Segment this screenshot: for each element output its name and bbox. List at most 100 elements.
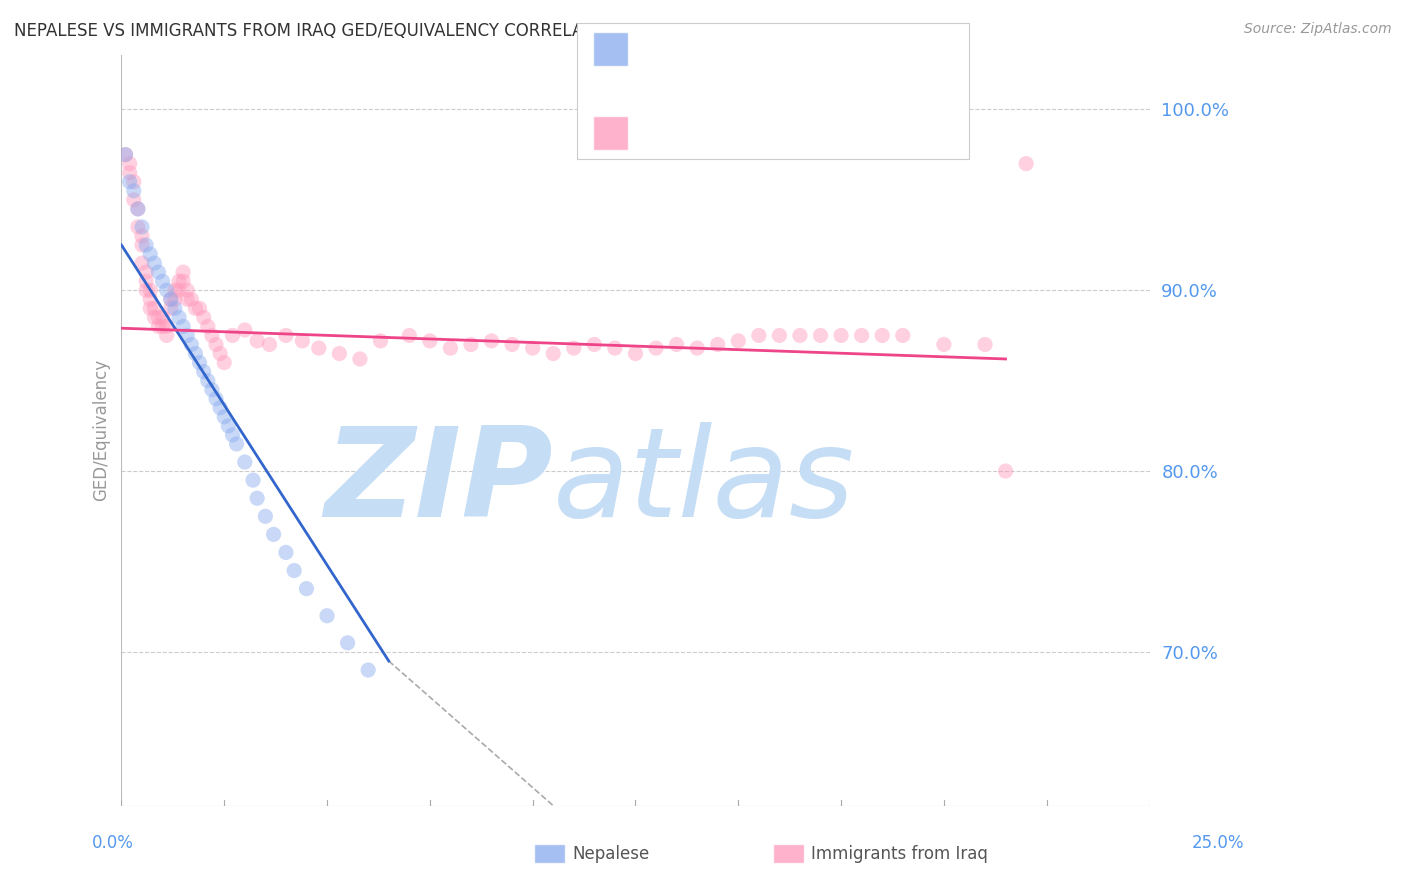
Point [221, 428, 243, 442]
Text: R =: R = [637, 124, 673, 142]
Point [768, 328, 790, 343]
Point [139, 247, 162, 261]
Point [131, 219, 153, 234]
Point [143, 301, 166, 316]
Point [114, 147, 136, 161]
Point [263, 527, 285, 541]
Point [163, 283, 186, 297]
Point [460, 337, 482, 351]
Point [501, 337, 523, 351]
Point [172, 265, 194, 279]
Text: N =: N = [742, 40, 796, 58]
Text: N =: N = [742, 124, 796, 142]
Point [336, 636, 359, 650]
Point [217, 418, 239, 433]
Point [246, 491, 269, 506]
Point [131, 256, 153, 270]
Point [686, 341, 709, 355]
Point [522, 341, 544, 355]
Point [127, 219, 149, 234]
Point [221, 328, 243, 343]
Point [176, 283, 198, 297]
Point [152, 319, 174, 334]
Point [562, 341, 585, 355]
Point [135, 283, 157, 297]
Point [891, 328, 914, 343]
Point [439, 341, 461, 355]
Point [156, 328, 179, 343]
Point [706, 337, 728, 351]
Y-axis label: GED/Equivalency: GED/Equivalency [93, 359, 110, 501]
Point [135, 238, 157, 252]
Text: 85: 85 [799, 124, 823, 142]
Point [118, 166, 141, 180]
Point [135, 265, 157, 279]
Text: 25.0%: 25.0% [1192, 834, 1244, 852]
Point [131, 238, 153, 252]
Point [156, 319, 179, 334]
Point [172, 319, 194, 334]
Text: -0.077: -0.077 [679, 124, 740, 142]
Point [176, 328, 198, 343]
Point [830, 328, 852, 343]
Text: R =: R = [637, 40, 673, 58]
Point [727, 334, 749, 348]
Point [665, 337, 688, 351]
Point [193, 310, 215, 325]
Point [184, 346, 207, 360]
Point [163, 301, 186, 316]
Point [274, 545, 297, 559]
Point [148, 319, 170, 334]
Point [295, 582, 318, 596]
Point [212, 409, 235, 424]
Point [583, 337, 606, 351]
Text: Immigrants from Iraq: Immigrants from Iraq [811, 845, 988, 863]
Point [212, 355, 235, 369]
Point [188, 301, 211, 316]
Point [603, 341, 626, 355]
Point [209, 401, 232, 415]
Point [152, 274, 174, 288]
Point [152, 310, 174, 325]
Point [870, 328, 893, 343]
Point [645, 341, 668, 355]
Point [201, 383, 224, 397]
Point [308, 341, 330, 355]
Point [254, 509, 277, 524]
Point [172, 274, 194, 288]
Point [851, 328, 873, 343]
Point [127, 202, 149, 216]
Point [274, 328, 297, 343]
Point [259, 337, 281, 351]
Point [139, 283, 162, 297]
Point [167, 283, 190, 297]
Point [233, 455, 256, 469]
Point [163, 293, 186, 307]
Point [122, 184, 145, 198]
Point [159, 293, 181, 307]
Point [167, 274, 190, 288]
Point [122, 193, 145, 207]
Point [283, 564, 305, 578]
Point [541, 346, 564, 360]
Text: NEPALESE VS IMMIGRANTS FROM IRAQ GED/EQUIVALENCY CORRELATION CHART: NEPALESE VS IMMIGRANTS FROM IRAQ GED/EQU… [14, 22, 685, 40]
Point [127, 202, 149, 216]
Point [114, 147, 136, 161]
Point [180, 293, 202, 307]
Point [148, 310, 170, 325]
Point [316, 608, 339, 623]
Point [624, 346, 647, 360]
Point [131, 229, 153, 244]
Point [357, 663, 380, 677]
Point [180, 337, 202, 351]
Point [974, 337, 997, 351]
Point [481, 334, 503, 348]
Point [789, 328, 811, 343]
Point [419, 334, 441, 348]
Point [994, 464, 1017, 478]
Point [118, 156, 141, 170]
Point [148, 265, 170, 279]
Point [291, 334, 314, 348]
Point [205, 337, 228, 351]
Text: Nepalese: Nepalese [572, 845, 650, 863]
